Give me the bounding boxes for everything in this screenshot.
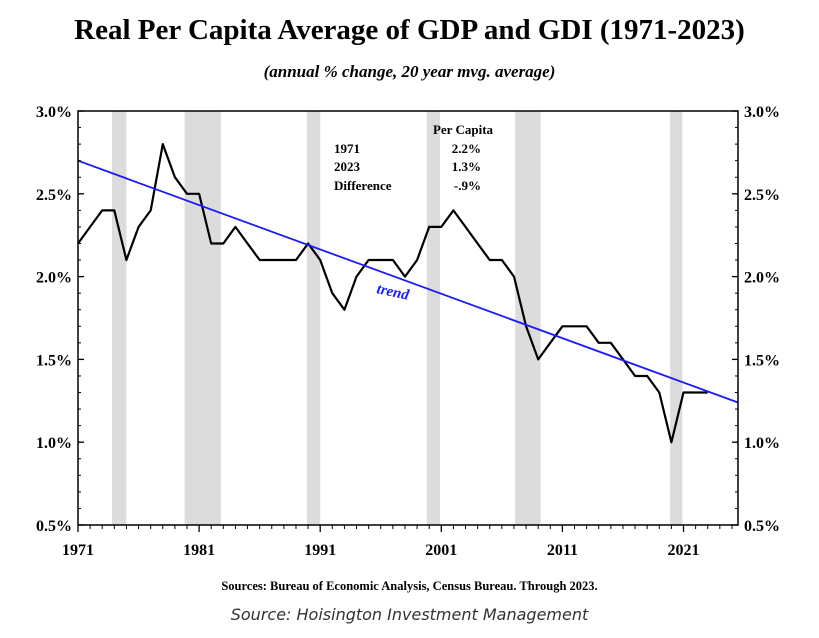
plot-frame [77, 110, 739, 526]
annotation-header: Per Capita [433, 122, 494, 137]
x-tick-label: 2001 [425, 542, 457, 559]
y-tick-label-left: 1.0% [36, 435, 72, 452]
recession-band [515, 111, 541, 525]
x-tick-label: 1981 [183, 542, 215, 559]
y-tick-label-right: 1.0% [744, 435, 780, 452]
y-tick-label-right: 2.5% [744, 187, 780, 204]
recession-band [426, 111, 441, 525]
chart-title: Real Per Capita Average of GDP and GDI (… [74, 14, 745, 46]
y-tick-label-left: 2.0% [36, 270, 72, 287]
annotation-value-1971: 2.2% [452, 141, 481, 156]
x-tick-label: 2011 [547, 542, 578, 559]
annotation-label-2023: 2023 [334, 159, 361, 174]
sources-note: Sources: Bureau of Economic Analysis, Ce… [221, 579, 598, 593]
y-tick-label-left: 1.5% [36, 352, 72, 369]
chart-subtitle: (annual % change, 20 year mvg. average) [263, 62, 556, 81]
recession-band [184, 111, 221, 525]
annotation-label-1971: 1971 [334, 141, 360, 156]
recession-band [670, 111, 683, 525]
x-tick-label: 1991 [304, 542, 336, 559]
y-tick-label-right: 2.0% [744, 270, 780, 287]
annotation-value-2023: 1.3% [452, 159, 481, 174]
y-tick-label-right: 0.5% [744, 518, 780, 535]
annotation-label-difference: Difference [334, 178, 392, 193]
y-tick-label-right: 3.0% [744, 104, 780, 121]
source-credit: Source: Hoisington Investment Management [230, 605, 589, 624]
series-line-gdp-gdi [77, 143, 708, 444]
series-layer [77, 143, 739, 444]
y-tick-label-left: 3.0% [36, 104, 72, 121]
axis-layer: 0.5% 0.5% 1.0% 1.0% 1.5% 1.5% 2.0% 2.0% 2.5% 2.5%… [36, 104, 780, 559]
trend-label: trend [375, 281, 411, 304]
y-tick-label-right: 1.5% [744, 352, 780, 369]
y-tick-label-left: 2.5% [36, 187, 72, 204]
x-tick-label: 1971 [62, 542, 94, 559]
y-tick-label-left: 0.5% [36, 518, 72, 535]
recession-band [306, 111, 321, 525]
series-line-trend [77, 159, 739, 404]
recession-shading-layer [111, 111, 683, 525]
x-tick-label: 2021 [668, 542, 700, 559]
annotation-box: Per Capita 1971 2.2% 2023 1.3% Differenc… [334, 122, 494, 193]
annotation-value-difference: -.9% [454, 178, 481, 193]
